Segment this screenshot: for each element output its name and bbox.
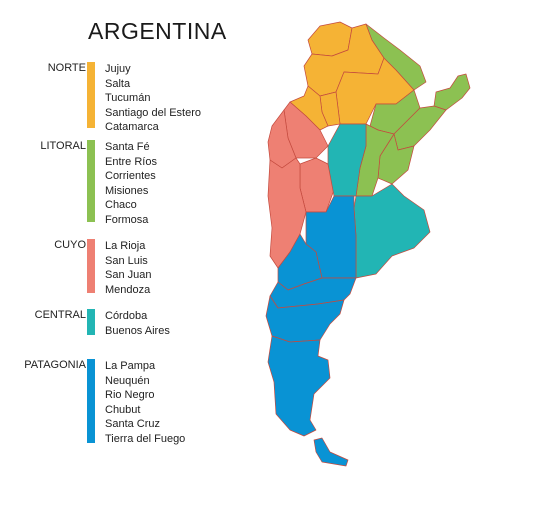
- region-label-patagonia: PATAGONIA: [24, 359, 86, 371]
- region-label-litoral: LITORAL: [40, 140, 86, 152]
- province-entre-rios: Entre Ríos: [105, 155, 157, 168]
- province-santiago-del-estero: Santiago del Estero: [105, 106, 202, 119]
- region-label-central: CENTRAL: [34, 309, 86, 321]
- region-cuyo: [267, 101, 335, 269]
- color-swatch-central: [87, 309, 95, 335]
- province-la-pampa: La Pampa: [105, 360, 156, 372]
- province-tierra-del-fuego: Tierra del Fuego: [105, 432, 186, 445]
- color-swatch-patagonia: [87, 359, 95, 443]
- province-list-central: Córdoba Buenos Aires: [105, 309, 170, 338]
- province-misiones: Misiones: [105, 184, 149, 197]
- province-la-rioja: La Rioja: [105, 240, 146, 252]
- province-catamarca: Catamarca: [105, 121, 159, 133]
- region-label-norte: NORTE: [47, 62, 86, 74]
- region-norte: [289, 21, 415, 131]
- province-tucuman: Tucumán: [105, 92, 151, 104]
- province-list-patagonia: La Pampa Neuquén Rio Negro Chubut Santa …: [105, 359, 185, 446]
- province-cordoba: Córdoba: [105, 310, 148, 322]
- province-shape-santa-cruz: [267, 335, 331, 437]
- color-swatch-cuyo: [87, 239, 95, 293]
- region-central: [327, 123, 431, 279]
- province-list-norte: Jujuy Salta Tucumán Santiago del Estero …: [105, 62, 201, 135]
- province-shape-misiones: [433, 73, 471, 111]
- province-santa-cruz: Santa Cruz: [105, 418, 161, 430]
- province-shape-cordoba: [327, 123, 367, 197]
- region-patagonia: [265, 195, 357, 467]
- province-chaco: Chaco: [105, 199, 137, 211]
- province-chubut: Chubut: [105, 403, 141, 416]
- legend-central: CENTRAL Córdoba Buenos Aires: [0, 309, 260, 339]
- region-label-cuyo: CUYO: [54, 239, 86, 251]
- province-san-juan: San Juan: [105, 269, 152, 281]
- province-jujuy: Jujuy: [105, 63, 131, 75]
- province-rio-negro: Rio Negro: [105, 389, 155, 401]
- province-neuquen: Neuquén: [105, 374, 150, 387]
- legend-litoral: LITORAL Santa Fé Entre Ríos Corrientes M…: [0, 140, 260, 228]
- color-swatch-litoral: [87, 140, 95, 222]
- province-san-luis: San Luis: [105, 254, 148, 267]
- province-formosa: Formosa: [105, 213, 149, 226]
- map-title: ARGENTINA: [88, 18, 227, 44]
- color-swatch-norte: [87, 62, 95, 128]
- legend-norte: NORTE Jujuy Salta Tucumán Santiago del E…: [0, 62, 260, 134]
- province-shape-tierra-del-fuego: [313, 437, 349, 467]
- legend-patagonia: PATAGONIA La Pampa Neuquén Rio Negro Chu…: [0, 359, 260, 447]
- province-list-cuyo: La Rioja San Luis San Juan Mendoza: [105, 239, 151, 297]
- region-litoral: [355, 23, 471, 197]
- province-salta: Salta: [105, 77, 131, 90]
- province-list-litoral: Santa Fé Entre Ríos Corrientes Misiones …: [105, 140, 157, 227]
- province-shape-buenos-aires: [353, 183, 431, 279]
- legend-cuyo: CUYO La Rioja San Luis San Juan Mendoza: [0, 239, 260, 299]
- province-shape-chubut: [265, 295, 345, 343]
- province-mendoza: Mendoza: [105, 283, 151, 296]
- province-santa-fe: Santa Fé: [105, 141, 150, 153]
- province-shape-formosa: [365, 23, 427, 91]
- province-corrientes: Corrientes: [105, 170, 156, 182]
- province-buenos-aires: Buenos Aires: [105, 324, 170, 337]
